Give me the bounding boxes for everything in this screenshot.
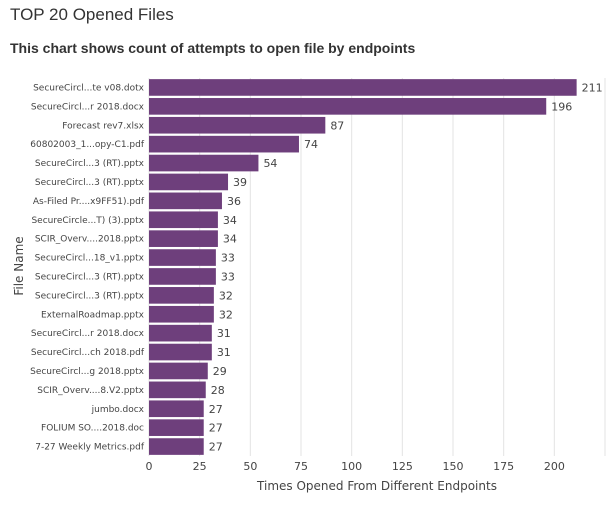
grid-lines: [148, 78, 606, 456]
bars: 211 196 87 74 54 39 36 34 34 33 33 32 32 31 31 29 28 27 27…: [149, 79, 603, 455]
bar-value-label: 33: [221, 270, 235, 283]
bar[interactable]: [149, 305, 214, 323]
category-label: SecureCircl...r 2018.docx: [31, 102, 145, 112]
bar[interactable]: [149, 173, 229, 191]
bar[interactable]: [149, 116, 326, 134]
category-label: SecureCircl...g 2018.pptx: [30, 367, 145, 377]
category-label: SecureCircl...3 (RT).pptx: [35, 159, 145, 169]
bar-value-label: 87: [330, 119, 344, 132]
category-label: SecureCircl...18_v1.pptx: [35, 254, 145, 264]
bar[interactable]: [149, 419, 204, 436]
bar-value-label: 32: [219, 308, 233, 321]
bar-value-label: 34: [223, 233, 237, 246]
bar-value-label: 27: [209, 422, 223, 435]
category-label: FOLIUM SO....2018.doc: [41, 424, 144, 434]
x-tick-label: 125: [392, 460, 413, 473]
y-axis-title: File Name: [12, 236, 26, 295]
bar[interactable]: [149, 135, 299, 153]
category-label: SecureCircl...3 (RT).pptx: [35, 272, 145, 282]
bar[interactable]: [149, 268, 216, 285]
bar[interactable]: [149, 98, 547, 115]
bar-value-label: 74: [304, 138, 318, 151]
category-label: SCIR_Overv....2018.pptx: [35, 235, 145, 245]
category-label: 7-27 Weekly Metrics.pdf: [35, 443, 145, 453]
category-label: jumbo.docx: [91, 405, 145, 415]
x-axis-title: Times Opened From Different Endpoints: [256, 479, 497, 493]
x-tick-label: 175: [493, 460, 514, 473]
x-tick-label: 200: [544, 460, 565, 473]
bar[interactable]: [149, 362, 208, 380]
x-tick-label: 0: [146, 460, 153, 473]
category-label: As-Filed Pr....x9FF51).pdf: [33, 197, 145, 207]
bar[interactable]: [149, 438, 204, 455]
x-tick-label: 75: [294, 460, 308, 473]
category-label: ExternalRoadmap.pptx: [41, 310, 145, 320]
x-tick-label: 150: [443, 460, 464, 473]
bar-value-label: 28: [211, 384, 225, 397]
bar-value-label: 211: [582, 81, 603, 94]
bar-value-label: 196: [551, 100, 572, 113]
category-label: SecureCircl...3 (RT).pptx: [35, 178, 145, 188]
category-label: SecureCircle...T) (3).pptx: [31, 216, 144, 226]
bar-value-label: 29: [213, 365, 227, 378]
bar-value-label: 27: [209, 441, 223, 454]
category-label: SecureCircl...r 2018.docx: [31, 329, 145, 339]
chart-subtitle: This chart shows count of attempts to op…: [10, 40, 416, 56]
bar[interactable]: [149, 249, 216, 266]
x-tick-labels: 0 25 50 75 100 125 150 175 200: [146, 460, 565, 473]
category-label: SCIR_Overv....8.V2.pptx: [37, 386, 144, 396]
category-label: SecureCircl...3 (RT).pptx: [35, 291, 145, 301]
bar[interactable]: [149, 400, 204, 418]
bar-value-label: 54: [263, 157, 277, 170]
bar-value-label: 31: [217, 327, 231, 340]
x-tick-label: 50: [243, 460, 257, 473]
bar[interactable]: [149, 154, 259, 172]
bar[interactable]: [149, 230, 218, 247]
category-label: SecureCircl...te v08.dotx: [33, 83, 145, 93]
bar-value-label: 39: [233, 176, 247, 189]
bar[interactable]: [149, 324, 212, 342]
category-label: Forecast rev7.xlsx: [62, 121, 144, 131]
bar[interactable]: [149, 343, 212, 361]
bar-value-label: 36: [227, 195, 241, 208]
bar[interactable]: [149, 192, 222, 210]
bar-value-label: 34: [223, 214, 237, 227]
page-title: TOP 20 Opened Files: [10, 5, 174, 24]
x-tick-label: 25: [193, 460, 207, 473]
bar[interactable]: [149, 211, 218, 229]
category-label: 60802003_1...opy-C1.pdf: [30, 140, 145, 150]
bar[interactable]: [149, 287, 214, 304]
category-label: SecureCircl...ch 2018.pdf: [31, 348, 145, 358]
bar[interactable]: [149, 79, 577, 96]
bar-value-label: 31: [217, 346, 231, 359]
x-tick-label: 100: [341, 460, 362, 473]
category-labels: SecureCircl...te v08.dotx SecureCircl...r…: [30, 83, 145, 452]
bar-value-label: 32: [219, 289, 233, 302]
bar[interactable]: [149, 381, 206, 399]
bar-value-label: 33: [221, 252, 235, 265]
bar-value-label: 27: [209, 403, 223, 416]
